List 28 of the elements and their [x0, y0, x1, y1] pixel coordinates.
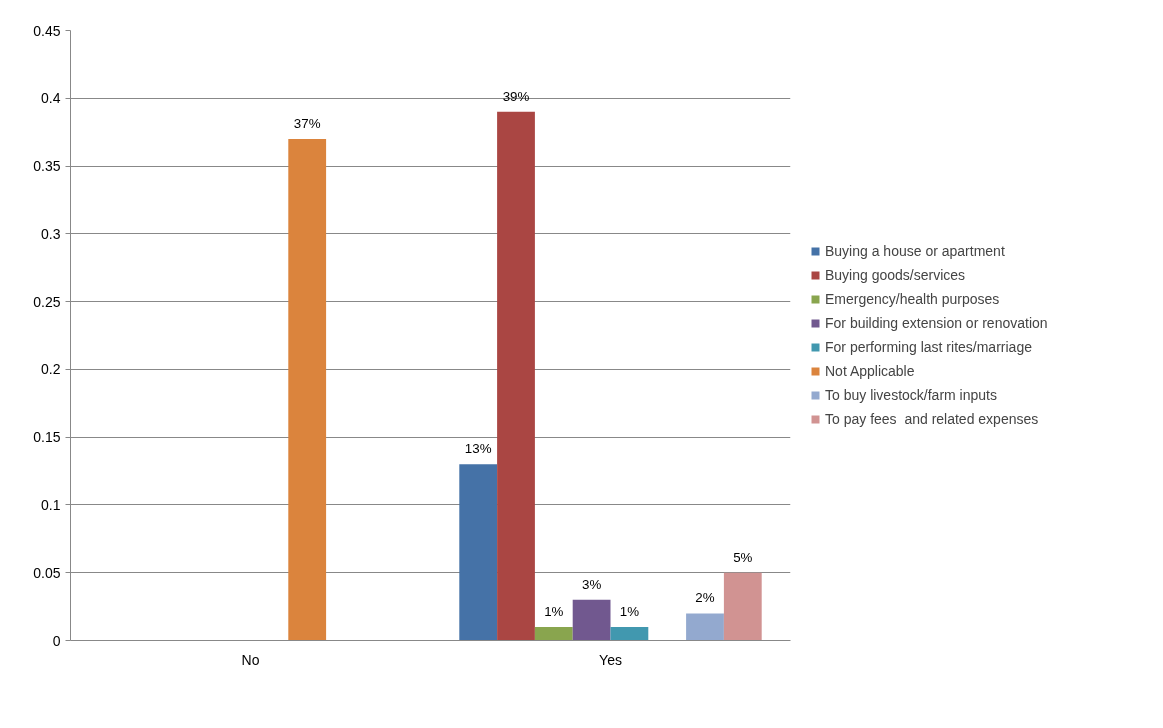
y-tick-label: 0.05 — [33, 564, 61, 581]
y-tick-label: 0.4 — [41, 90, 61, 107]
x-tick-label: No — [241, 651, 260, 668]
data-label: 1% — [619, 603, 640, 619]
y-tick-label: 0.45 — [33, 22, 61, 39]
data-label: 37% — [293, 115, 321, 131]
legend-label: Emergency/health purposes — [825, 291, 1000, 307]
data-label: 2% — [695, 590, 715, 606]
legend-label: To pay fees and related expenses — [825, 411, 1039, 427]
legend-label: To buy livestock/farm inputs — [825, 387, 997, 403]
y-tick-label: 0 — [52, 632, 61, 649]
data-label: 3% — [581, 576, 602, 592]
y-tick-label: 0.25 — [33, 293, 61, 310]
y-tick-label: 0.3 — [41, 225, 61, 242]
legend-label: Buying a house or apartment — [825, 243, 1005, 259]
data-label: 39% — [502, 88, 530, 104]
data-label: 5% — [733, 549, 753, 565]
x-tick-label: Yes — [599, 651, 622, 668]
y-tick-label: 0.1 — [41, 496, 61, 513]
legend-label: For building extension or renovation — [825, 315, 1048, 331]
legend-label: Not Applicable — [825, 363, 915, 379]
legend-label: Buying goods/services — [825, 267, 966, 283]
y-tick-label: 0.2 — [41, 361, 61, 378]
y-tick-label: 0.35 — [33, 158, 61, 175]
data-label: 1% — [544, 603, 564, 619]
legend-label: For performing last rites/marriage — [825, 339, 1032, 355]
y-tick-label: 0.15 — [33, 429, 61, 446]
data-label: 13% — [464, 441, 492, 457]
